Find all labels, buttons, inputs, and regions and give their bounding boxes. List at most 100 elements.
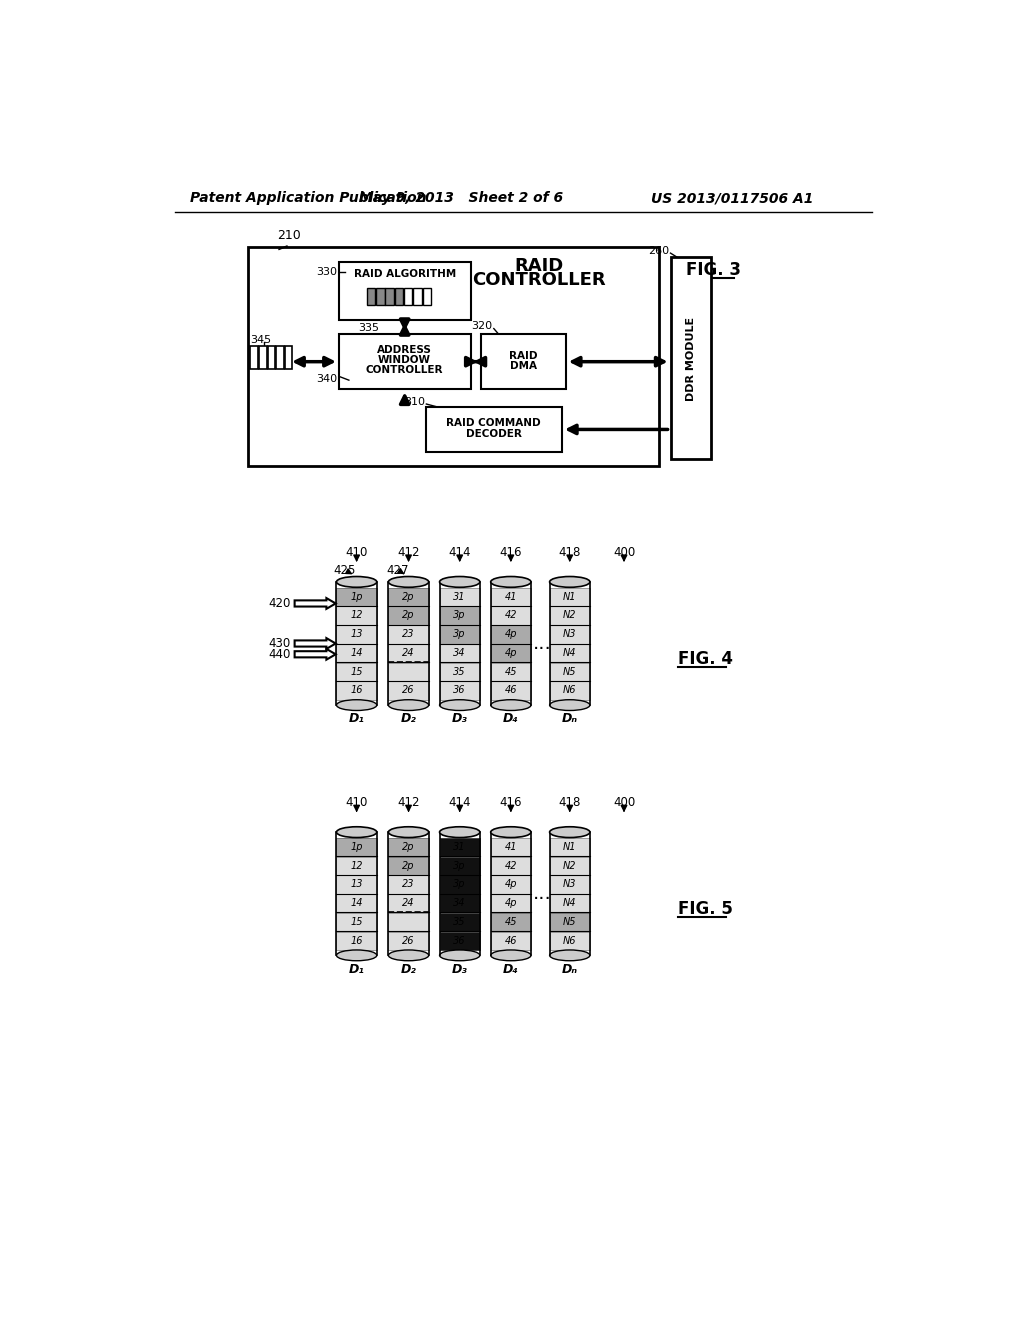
- Bar: [248, 247, 658, 466]
- Ellipse shape: [388, 826, 429, 838]
- Text: 2p: 2p: [402, 610, 415, 620]
- Text: 24: 24: [402, 898, 415, 908]
- Text: N4: N4: [563, 898, 577, 908]
- Bar: [388, 626, 429, 644]
- Text: 416: 416: [500, 796, 522, 809]
- Text: 330: 330: [316, 267, 337, 277]
- Ellipse shape: [337, 577, 377, 587]
- Bar: [490, 913, 531, 931]
- Bar: [337, 838, 377, 857]
- Bar: [337, 875, 377, 894]
- Bar: [388, 681, 429, 700]
- Bar: [490, 838, 531, 857]
- Text: ...: ...: [532, 884, 551, 903]
- Text: 14: 14: [350, 898, 362, 908]
- Text: 4p: 4p: [505, 648, 517, 657]
- Text: N6: N6: [563, 936, 577, 945]
- Text: 412: 412: [397, 796, 420, 809]
- Ellipse shape: [550, 826, 590, 838]
- Text: N3: N3: [563, 630, 577, 639]
- Text: 345: 345: [251, 335, 271, 345]
- Ellipse shape: [337, 826, 377, 838]
- Text: CONTROLLER: CONTROLLER: [366, 366, 443, 375]
- Bar: [285, 346, 292, 368]
- Text: RAID ALGORITHM: RAID ALGORITHM: [353, 269, 456, 279]
- Bar: [337, 857, 377, 875]
- Ellipse shape: [490, 700, 531, 710]
- Bar: [337, 894, 377, 912]
- Bar: [550, 894, 590, 912]
- Ellipse shape: [337, 700, 377, 710]
- Text: 46: 46: [505, 685, 517, 696]
- Bar: [439, 932, 480, 950]
- Text: D₃: D₃: [452, 713, 468, 726]
- Text: 34: 34: [454, 898, 466, 908]
- Text: 410: 410: [345, 796, 368, 809]
- Text: N2: N2: [563, 610, 577, 620]
- Text: 414: 414: [449, 546, 471, 560]
- Bar: [550, 644, 590, 663]
- Text: 260: 260: [648, 246, 669, 256]
- Text: 1p: 1p: [350, 842, 362, 851]
- Text: 15: 15: [350, 667, 362, 677]
- Bar: [337, 606, 377, 624]
- Text: 45: 45: [505, 917, 517, 927]
- Bar: [550, 681, 590, 700]
- Ellipse shape: [439, 826, 480, 838]
- Bar: [439, 606, 480, 624]
- Bar: [490, 857, 531, 875]
- Polygon shape: [295, 638, 336, 649]
- Bar: [388, 587, 429, 606]
- Bar: [439, 913, 480, 931]
- Bar: [490, 606, 531, 624]
- Bar: [490, 587, 531, 606]
- Text: Dₙ: Dₙ: [562, 713, 578, 726]
- Text: 35: 35: [454, 667, 466, 677]
- Text: 1p: 1p: [350, 591, 362, 602]
- Bar: [550, 606, 590, 624]
- Text: 414: 414: [449, 796, 471, 809]
- Text: Patent Application Publication: Patent Application Publication: [190, 191, 427, 206]
- Text: WINDOW: WINDOW: [378, 355, 431, 366]
- Text: RAID COMMAND: RAID COMMAND: [446, 418, 541, 428]
- Bar: [376, 288, 385, 305]
- Text: FIG. 5: FIG. 5: [678, 900, 733, 919]
- Bar: [439, 857, 480, 875]
- Text: 3p: 3p: [454, 879, 466, 890]
- Text: 400: 400: [613, 796, 635, 809]
- Text: RAID: RAID: [509, 351, 538, 362]
- Text: N5: N5: [563, 917, 577, 927]
- Bar: [426, 407, 562, 451]
- Text: 45: 45: [505, 667, 517, 677]
- Text: 418: 418: [558, 546, 581, 560]
- Text: 36: 36: [454, 685, 466, 696]
- Text: D₁: D₁: [349, 713, 365, 726]
- Text: D₂: D₂: [400, 962, 417, 975]
- Bar: [388, 606, 429, 624]
- Ellipse shape: [388, 950, 429, 961]
- Bar: [388, 875, 429, 894]
- Text: 12: 12: [350, 861, 362, 871]
- Text: 3p: 3p: [454, 610, 466, 620]
- Bar: [550, 663, 590, 681]
- Text: ...: ...: [532, 634, 551, 653]
- Text: 440: 440: [268, 648, 291, 661]
- Text: 26: 26: [402, 685, 415, 696]
- Text: 16: 16: [350, 936, 362, 945]
- Bar: [490, 644, 531, 663]
- Text: 410: 410: [345, 546, 368, 560]
- Text: 425: 425: [334, 564, 356, 577]
- Text: N1: N1: [563, 842, 577, 851]
- Bar: [403, 288, 413, 305]
- Text: 2p: 2p: [402, 861, 415, 871]
- Text: D₄: D₄: [503, 713, 519, 726]
- Text: 418: 418: [558, 796, 581, 809]
- Text: 46: 46: [505, 936, 517, 945]
- Bar: [388, 644, 429, 663]
- Text: 2p: 2p: [402, 842, 415, 851]
- Bar: [423, 288, 431, 305]
- Text: 3p: 3p: [454, 630, 466, 639]
- Bar: [439, 875, 480, 894]
- Bar: [439, 894, 480, 912]
- Bar: [267, 346, 275, 368]
